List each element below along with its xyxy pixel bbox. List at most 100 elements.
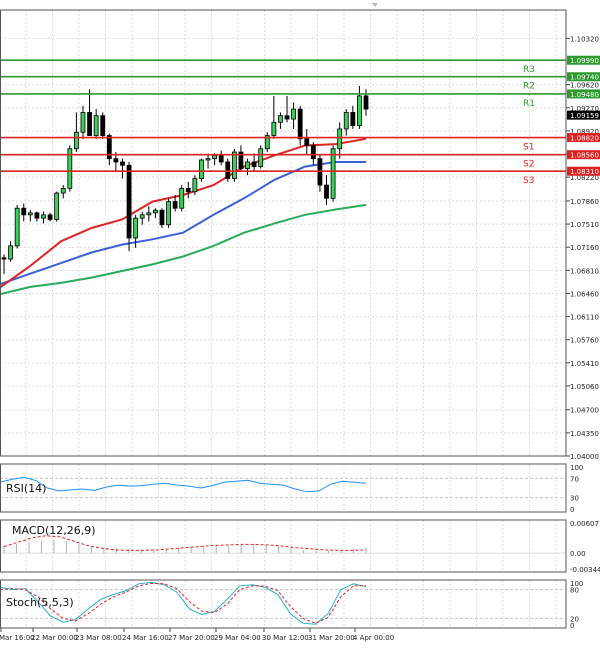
candle (284, 95, 290, 123)
candle-body-up (67, 148, 73, 189)
candle (120, 158, 125, 179)
x-tick-label: 23 Mar 08:00 (75, 634, 122, 642)
candle (172, 195, 178, 212)
candle (185, 181, 191, 199)
price-tag-text-r1: 1.09480 (570, 91, 599, 99)
x-tick-label: 29 Mar 04:00 (214, 634, 261, 642)
candle-body-down (1, 257, 7, 260)
candle-body-up (60, 187, 66, 194)
candle-body-down (172, 201, 178, 209)
y-tick-label: 1.07860 (570, 198, 599, 206)
stoch-tick-label: 20 (570, 615, 579, 623)
candle-body-down (218, 154, 224, 163)
rsi-label: RSI(14) (6, 482, 46, 495)
candle (100, 112, 106, 139)
candle-body-up (245, 161, 250, 169)
y-tick-label: 1.05410 (570, 360, 599, 368)
price-tag-text-r2: 1.09740 (570, 74, 599, 82)
candle (87, 89, 92, 136)
candle (67, 145, 73, 192)
candle (218, 150, 224, 166)
candle-body-down (21, 207, 27, 216)
candle (350, 105, 356, 129)
candle-body-up (199, 159, 204, 179)
candle (74, 112, 79, 153)
candle-body-up (330, 148, 336, 199)
candle (238, 145, 244, 172)
candle-body-up (231, 151, 237, 179)
candle (192, 175, 198, 196)
candle-body-down (238, 151, 244, 169)
candle (14, 204, 20, 249)
x-tick-label: 24 Mar 16:00 (122, 634, 169, 642)
moving-average-mid (0, 161, 366, 286)
macd-tick-label: 0.00607 (570, 520, 599, 528)
stoch-tick-label: 0 (570, 622, 574, 630)
candle (199, 158, 204, 182)
macd-label: MACD(12,26,9) (12, 524, 96, 537)
stoch-main-line (0, 581, 367, 625)
panel-frame-rsi (0, 463, 567, 513)
candle (278, 112, 283, 129)
y-tick-label: 1.09620 (570, 82, 599, 90)
candle (324, 175, 329, 205)
candle-body-up (271, 121, 277, 136)
candle-body-down (251, 161, 257, 167)
macd-signal-line (3, 535, 367, 551)
candle (304, 128, 310, 156)
candle-body-down (113, 158, 119, 163)
candle (205, 155, 211, 169)
candle-body-up (343, 112, 349, 130)
rsi-tick-label: 100 (570, 464, 583, 472)
current-price-text: 1.09159 (570, 112, 599, 120)
y-tick-label: 1.06810 (570, 267, 599, 275)
level-name-r3: R3 (523, 65, 535, 75)
candle-body-up (54, 192, 60, 220)
candle-body-down (310, 145, 316, 160)
candle (146, 206, 152, 222)
candle-body-up (93, 115, 99, 136)
y-tick-label: 1.07160 (570, 244, 599, 252)
candle (8, 241, 13, 262)
candle-body-up (205, 158, 211, 161)
candle (264, 132, 270, 153)
rsi-tick-label: 0 (570, 506, 574, 514)
x-tick-label: 27 Mar 20:00 (168, 634, 215, 642)
x-tick-label: Mar 16:00 (0, 634, 35, 642)
candle (258, 145, 264, 169)
y-tick-label: 1.04350 (570, 430, 599, 438)
rsi-tick-label: 30 (570, 495, 579, 503)
candle-body-down (87, 112, 92, 136)
x-tick-label: 22 Mar 00:00 (31, 634, 78, 642)
candle-body-down (185, 187, 191, 193)
candle (245, 158, 250, 176)
candle-body-up (27, 212, 33, 216)
level-name-r1: R1 (523, 99, 535, 109)
candle (93, 109, 99, 139)
candle (27, 210, 33, 222)
candle-body-down (159, 209, 165, 226)
candle-body-down (350, 112, 356, 127)
candle-body-up (146, 212, 152, 216)
price-tag-text-s2: 1.08560 (570, 152, 599, 160)
price-tag-s1 (567, 133, 600, 143)
candle-body-down (34, 212, 40, 219)
candle-body-down (304, 138, 310, 146)
candle (231, 148, 237, 182)
candle-body-up (139, 214, 145, 219)
candle (291, 102, 297, 129)
candle (159, 208, 165, 229)
candle-body-up (278, 115, 283, 123)
candle-body-up (291, 108, 297, 120)
x-tick-label: 31 Mar 20:00 (308, 634, 355, 642)
price-tag-r2 (567, 72, 600, 82)
candle (297, 105, 303, 146)
candle (60, 185, 66, 199)
candle (343, 109, 349, 136)
candle-body-up (264, 135, 270, 150)
candle-body-up (14, 207, 20, 247)
macd-tick-label: -0.003449 (570, 566, 600, 574)
candle (357, 85, 362, 129)
y-tick-label: 1.08920 (570, 128, 599, 136)
